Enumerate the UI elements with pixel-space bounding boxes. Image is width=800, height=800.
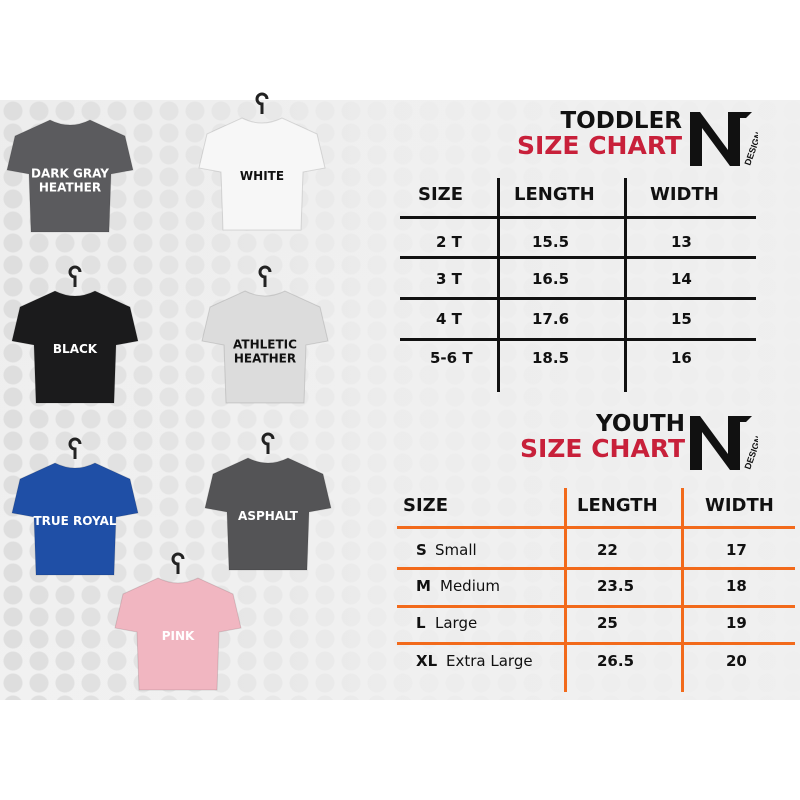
table-row-divider	[400, 297, 756, 300]
column-header: SIZE	[403, 495, 449, 516]
length-cell: 25	[597, 614, 618, 632]
size-name-cell: Large	[435, 614, 478, 632]
size-name-cell: Medium	[440, 577, 500, 595]
shirt-label: TRUE ROYAL	[33, 513, 117, 528]
width-cell: 20	[726, 652, 747, 670]
table-row-divider	[400, 256, 756, 259]
size-code-cell: L	[416, 614, 426, 632]
table-column-divider	[681, 488, 684, 692]
shirt-black: BLACK	[10, 265, 140, 408]
shirt-true-royal: TRUE ROYAL	[10, 437, 140, 580]
shirt-label: PINK	[161, 628, 195, 643]
length-cell: 23.5	[597, 577, 635, 595]
width-cell: 14	[671, 270, 692, 288]
size-code-cell: XL	[416, 652, 438, 670]
width-cell: 19	[726, 614, 747, 632]
shirt-white: WHITE	[197, 92, 327, 235]
table-row-divider	[397, 605, 795, 608]
shirt-asphalt: ASPHALT	[203, 432, 333, 575]
table-column-divider	[624, 178, 627, 392]
shirt-label: DARK GRAY HEATHER	[31, 166, 109, 195]
table-column-divider	[564, 488, 567, 692]
size-cell: 5-6 T	[430, 349, 473, 367]
width-cell: 16	[671, 349, 692, 367]
size-cell: 4 T	[436, 310, 462, 328]
width-cell: 17	[726, 541, 747, 559]
column-header: LENGTH	[577, 495, 658, 516]
size-name-cell: Small	[435, 541, 477, 559]
size-cell: 2 T	[436, 233, 462, 251]
size-code-cell: S	[416, 541, 427, 559]
size-name-cell: Extra Large	[446, 652, 533, 670]
table-row-divider	[397, 526, 795, 529]
shirt-label: WHITE	[239, 168, 285, 183]
width-cell: 13	[671, 233, 692, 251]
length-cell: 17.6	[532, 310, 570, 328]
length-cell: 18.5	[532, 349, 570, 367]
width-cell: 18	[726, 577, 747, 595]
shirt-pink: PINK	[113, 552, 243, 695]
shirt-dark-gray-heather: DARK GRAY HEATHER	[5, 112, 135, 237]
size-cell: 3 T	[436, 270, 462, 288]
column-header: WIDTH	[650, 184, 719, 205]
nv-design-logo: DESIGN	[688, 412, 764, 472]
shirt-athletic-heather: ATHLETIC HEATHER	[200, 265, 330, 408]
size-code-cell: M	[416, 577, 431, 595]
column-header: LENGTH	[514, 184, 595, 205]
svg-text:DESIGN: DESIGN	[742, 435, 758, 471]
table-column-divider	[497, 178, 500, 392]
shirt-label: ASPHALT	[238, 508, 298, 523]
length-cell: 26.5	[597, 652, 635, 670]
nv-design-logo: DESIGN	[688, 108, 764, 168]
table-row-divider	[397, 567, 795, 570]
logo-sub-text: DESIGN	[742, 131, 758, 167]
toddler-subtitle: SIZE CHART	[516, 131, 682, 160]
length-cell: 15.5	[532, 233, 570, 251]
youth-subtitle: SIZE CHART	[519, 434, 685, 463]
shirt-label: BLACK	[52, 341, 98, 356]
youth-title: YOUTH	[595, 411, 685, 437]
table-row-divider	[397, 642, 795, 645]
table-row-divider	[400, 216, 756, 219]
column-header: WIDTH	[705, 495, 774, 516]
length-cell: 22	[597, 541, 618, 559]
toddler-title: TODDLER	[560, 108, 682, 134]
column-header: SIZE	[418, 184, 464, 205]
table-row-divider	[400, 338, 756, 341]
width-cell: 15	[671, 310, 692, 328]
length-cell: 16.5	[532, 270, 570, 288]
shirt-label: ATHLETIC HEATHER	[233, 337, 297, 366]
